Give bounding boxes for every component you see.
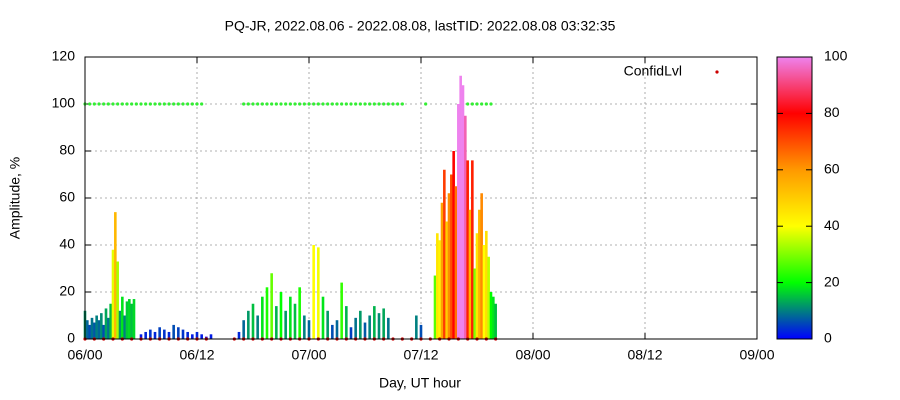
point <box>242 102 246 106</box>
point <box>396 102 400 106</box>
point <box>125 102 129 106</box>
point <box>330 102 334 106</box>
point <box>270 102 274 106</box>
point <box>92 102 96 106</box>
point <box>400 102 404 106</box>
point <box>284 102 288 106</box>
point <box>344 102 348 106</box>
point <box>256 102 260 106</box>
point <box>260 102 264 106</box>
point <box>293 102 297 106</box>
point <box>167 102 171 106</box>
point <box>148 102 152 106</box>
point <box>484 102 488 106</box>
x-tick-label: 08/00 <box>515 347 550 363</box>
colorbar-tick-label: 40 <box>824 217 840 233</box>
legend-label: ConfidLvl <box>624 63 682 79</box>
point <box>181 102 185 106</box>
point <box>265 102 269 106</box>
point <box>316 102 320 106</box>
point <box>480 102 484 106</box>
point <box>134 102 138 106</box>
colorbar-tick-label: 0 <box>824 330 832 346</box>
point <box>172 102 176 106</box>
point <box>312 102 316 106</box>
point <box>279 102 283 106</box>
point <box>274 102 278 106</box>
point <box>489 102 493 106</box>
point <box>200 102 204 106</box>
y-tick-label: 100 <box>52 95 76 111</box>
point <box>190 102 194 106</box>
point <box>298 102 302 106</box>
point <box>144 102 148 106</box>
point <box>106 102 110 106</box>
x-tick-label: 06/00 <box>67 347 102 363</box>
point <box>372 102 376 106</box>
point <box>470 102 474 106</box>
point <box>475 102 479 106</box>
y-tick-label: 80 <box>59 142 75 158</box>
colorbar-tick-label: 60 <box>824 161 840 177</box>
colorbar-tick-label: 20 <box>824 273 840 289</box>
point <box>153 102 157 106</box>
point <box>130 102 134 106</box>
point <box>382 102 386 106</box>
point <box>97 102 101 106</box>
point <box>162 102 166 106</box>
point <box>377 102 381 106</box>
x-tick-label: 07/12 <box>403 347 438 363</box>
x-tick-label: 07/00 <box>291 347 326 363</box>
point <box>326 102 330 106</box>
point <box>391 102 395 106</box>
point <box>195 102 199 106</box>
point <box>302 102 306 106</box>
point <box>321 102 325 106</box>
point <box>340 102 344 106</box>
point <box>176 102 180 106</box>
point <box>116 102 120 106</box>
point <box>466 102 470 106</box>
point <box>186 102 190 106</box>
point <box>246 102 250 106</box>
x-tick-label: 08/12 <box>627 347 662 363</box>
point <box>386 102 390 106</box>
point <box>111 102 115 106</box>
x-tick-label: 09/00 <box>739 347 774 363</box>
plot-frame <box>84 56 758 340</box>
x-tick-label: 06/12 <box>179 347 214 363</box>
colorbar-tick-label: 80 <box>824 104 840 120</box>
point <box>120 102 124 106</box>
y-tick-label: 60 <box>59 189 75 205</box>
point <box>363 102 367 106</box>
colorbar <box>776 56 813 340</box>
point <box>349 102 353 106</box>
point <box>424 102 428 106</box>
point <box>88 102 92 106</box>
point <box>354 102 358 106</box>
chart-title: PQ-JR, 2022.08.06 - 2022.08.08, lastTID:… <box>225 18 616 34</box>
point <box>335 102 339 106</box>
y-axis-label: Amplitude, % <box>7 157 23 239</box>
y-tick-label: 20 <box>59 283 75 299</box>
point <box>288 102 292 106</box>
point <box>158 102 162 106</box>
point <box>358 102 362 106</box>
y-tick-label: 0 <box>67 330 75 346</box>
legend-marker <box>715 70 719 74</box>
point <box>251 102 255 106</box>
y-tick-label: 40 <box>59 236 75 252</box>
point <box>307 102 311 106</box>
point <box>102 102 106 106</box>
colorbar-tick-label: 100 <box>824 48 848 64</box>
x-axis-label: Day, UT hour <box>379 375 461 391</box>
point <box>368 102 372 106</box>
point <box>139 102 143 106</box>
y-tick-label: 120 <box>52 48 76 64</box>
